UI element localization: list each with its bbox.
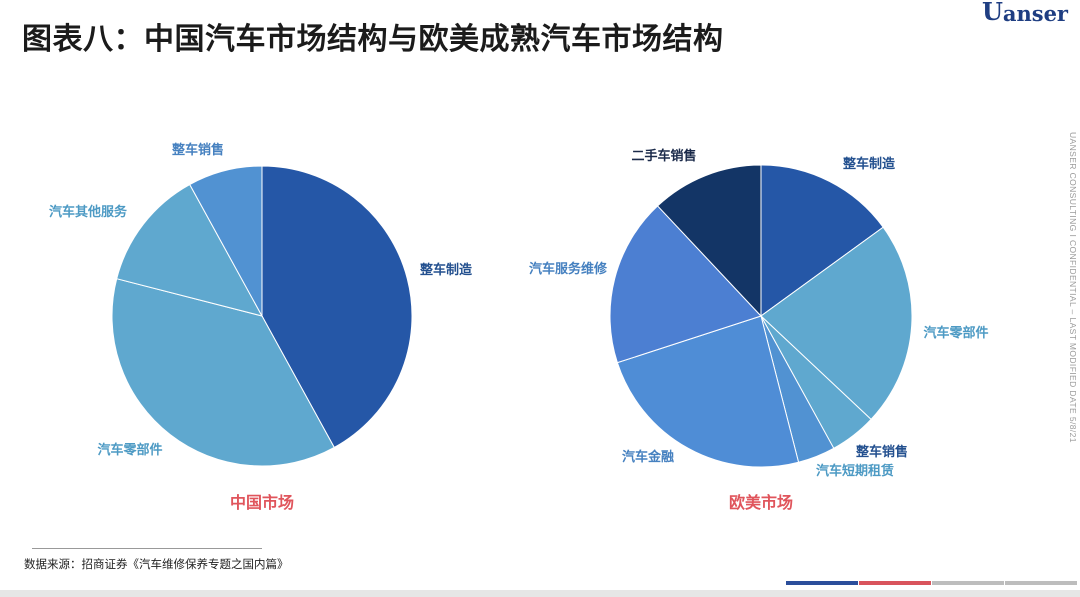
pie-label-1-2: 整车销售 — [855, 444, 908, 460]
pie-label-1-3: 汽车短期租赁 — [816, 463, 894, 479]
pie-label-1-6: 二手车销售 — [631, 148, 696, 164]
footer-line — [0, 590, 1080, 597]
footer-bar-1 — [859, 581, 931, 585]
pie-slice-0-0 — [261, 165, 413, 449]
pie-label-1-5: 汽车服务维修 — [529, 261, 608, 277]
pie-slice-1-4 — [616, 315, 800, 468]
confidential-side-text: UANSER CONSULTING I CONFIDENTIAL – LAST … — [1068, 132, 1078, 443]
pie-slice-1-1 — [760, 226, 913, 421]
pie-label-0-1: 汽车零部件 — [97, 442, 162, 458]
pie-label-1-0: 整车制造 — [842, 156, 896, 172]
pie-slice-1-5 — [609, 205, 762, 364]
logo-text: anser — [1002, 1, 1068, 26]
pie-label-0-2: 汽车其他服务 — [49, 204, 128, 220]
footer-bar-3 — [1005, 581, 1077, 585]
pie-slice-1-0 — [760, 164, 884, 317]
pie-label-1-1: 汽车零部件 — [923, 325, 988, 341]
pie-caption-1: 欧美市场 — [729, 493, 793, 512]
pie-slice-0-3 — [189, 165, 263, 317]
pie-label-0-0: 整车制造 — [419, 262, 473, 278]
footer-color-bars — [786, 581, 1078, 585]
pie-slice-1-6 — [656, 164, 762, 318]
pie-label-1-4: 汽车金融 — [622, 449, 674, 465]
data-source-note: 数据来源：招商证券《汽车维修保养专题之国内篇》 — [24, 557, 289, 571]
footer-bar-0 — [786, 581, 858, 585]
logo-mark: U — [981, 0, 1003, 26]
pie-label-0-3: 整车销售 — [171, 142, 224, 158]
pie-slice-0-2 — [116, 183, 263, 317]
page-title: 图表八：中国汽车市场结构与欧美成熟汽车市场结构 — [22, 22, 724, 57]
pie-slice-0-1 — [111, 278, 335, 467]
pie-caption-0: 中国市场 — [230, 493, 294, 512]
footer-bar-2 — [932, 581, 1004, 585]
source-divider — [32, 548, 262, 549]
